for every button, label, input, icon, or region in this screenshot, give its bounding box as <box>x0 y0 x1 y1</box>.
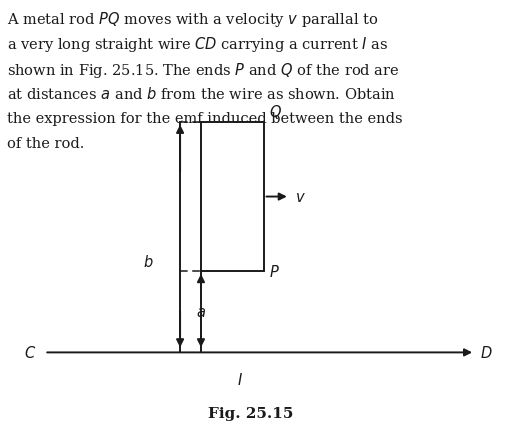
Text: at distances $a$ and $b$ from the wire as shown. Obtain: at distances $a$ and $b$ from the wire a… <box>7 86 396 102</box>
Text: $P$: $P$ <box>269 264 280 279</box>
Text: $b$: $b$ <box>144 254 154 269</box>
Text: A metal rod $PQ$ moves with a velocity $v$ parallal to: A metal rod $PQ$ moves with a velocity $… <box>7 10 378 28</box>
Text: $D$: $D$ <box>480 345 493 360</box>
Text: the expression for the emf induced between the ends: the expression for the emf induced betwe… <box>7 111 402 125</box>
Text: $Q$: $Q$ <box>269 102 282 120</box>
Text: shown in Fig. 25.15. The ends $P$ and $Q$ of the rod are: shown in Fig. 25.15. The ends $P$ and $Q… <box>7 60 399 79</box>
Text: $I$: $I$ <box>237 371 243 387</box>
Text: $a$: $a$ <box>196 305 206 319</box>
Text: $C$: $C$ <box>25 345 37 360</box>
Text: a very long straight wire $CD$ carrying a current $I$ as: a very long straight wire $CD$ carrying … <box>7 35 388 54</box>
Bar <box>201 123 264 272</box>
Text: of the rod.: of the rod. <box>7 137 84 151</box>
Text: Fig. 25.15: Fig. 25.15 <box>208 406 293 420</box>
Text: $v$: $v$ <box>295 190 306 204</box>
